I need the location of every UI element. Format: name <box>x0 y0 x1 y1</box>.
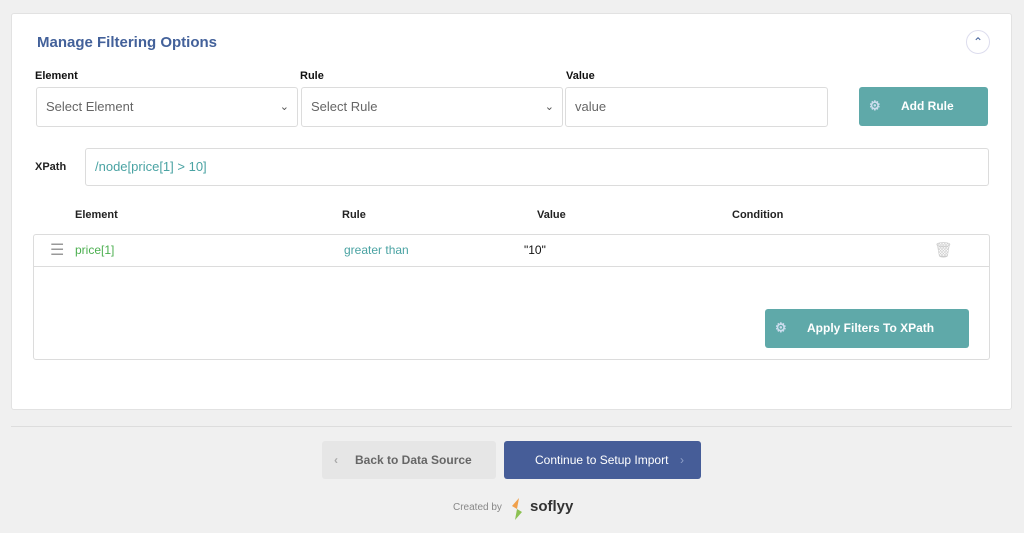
add-rule-button[interactable]: ⚙ Add Rule <box>859 87 988 126</box>
chevron-right-icon: › <box>680 453 684 467</box>
rule-select-value: Select Rule <box>311 99 378 114</box>
gears-icon: ⚙ <box>775 320 787 335</box>
apply-filters-label: Apply Filters To XPath <box>807 321 935 335</box>
table-row: ☰ price[1] greater than "10" 🗑 <box>34 235 989 267</box>
chevron-left-icon: ‹ <box>334 453 338 467</box>
back-label: Back to Data Source <box>355 453 472 467</box>
element-label: Element <box>35 70 78 82</box>
header-condition: Condition <box>732 209 784 221</box>
chevron-down-icon: ⌄ <box>279 101 289 113</box>
header-value: Value <box>537 209 566 221</box>
value-input-placeholder: value <box>575 99 607 114</box>
header-rule: Rule <box>342 209 366 221</box>
element-select[interactable]: Select Element ⌄ <box>36 87 298 127</box>
chevron-down-icon: ⌄ <box>544 101 554 113</box>
rule-select[interactable]: Select Rule ⌄ <box>301 87 563 127</box>
continue-button[interactable]: Continue to Setup Import › <box>504 441 701 479</box>
gears-icon: ⚙ <box>869 98 881 113</box>
created-by: Created by <box>453 502 502 513</box>
xpath-input[interactable]: /node[price[1] > 10] <box>85 148 989 186</box>
rules-table: ☰ price[1] greater than "10" 🗑 ⚙ Apply Fi… <box>33 234 990 360</box>
chevron-up-icon: ⌃ <box>972 35 984 49</box>
row-value: "10" <box>524 243 546 257</box>
collapse-button[interactable]: ⌃ <box>966 30 990 54</box>
filtering-panel: Manage Filtering Options ⌃ Element Rule … <box>11 13 1012 410</box>
soflyy-logo-icon <box>512 498 522 520</box>
row-element: price[1] <box>75 243 115 257</box>
value-label: Value <box>566 70 595 82</box>
add-rule-label: Add Rule <box>901 99 954 113</box>
drag-handle-icon[interactable]: ☰ <box>50 242 65 259</box>
header-element: Element <box>75 209 118 221</box>
panel-title: Manage Filtering Options <box>37 34 218 51</box>
value-input[interactable]: value <box>565 87 828 127</box>
xpath-label: XPath <box>35 161 67 173</box>
apply-filters-button[interactable]: ⚙ Apply Filters To XPath <box>765 309 969 348</box>
brand-name: soflyy <box>530 498 574 515</box>
row-rule: greater than <box>344 243 409 257</box>
element-select-value: Select Element <box>46 99 134 114</box>
trash-icon[interactable]: 🗑 <box>934 242 954 259</box>
divider <box>11 426 1012 427</box>
back-button[interactable]: ‹ Back to Data Source <box>322 441 496 479</box>
rule-label: Rule <box>300 70 324 82</box>
continue-label: Continue to Setup Import <box>535 453 669 467</box>
